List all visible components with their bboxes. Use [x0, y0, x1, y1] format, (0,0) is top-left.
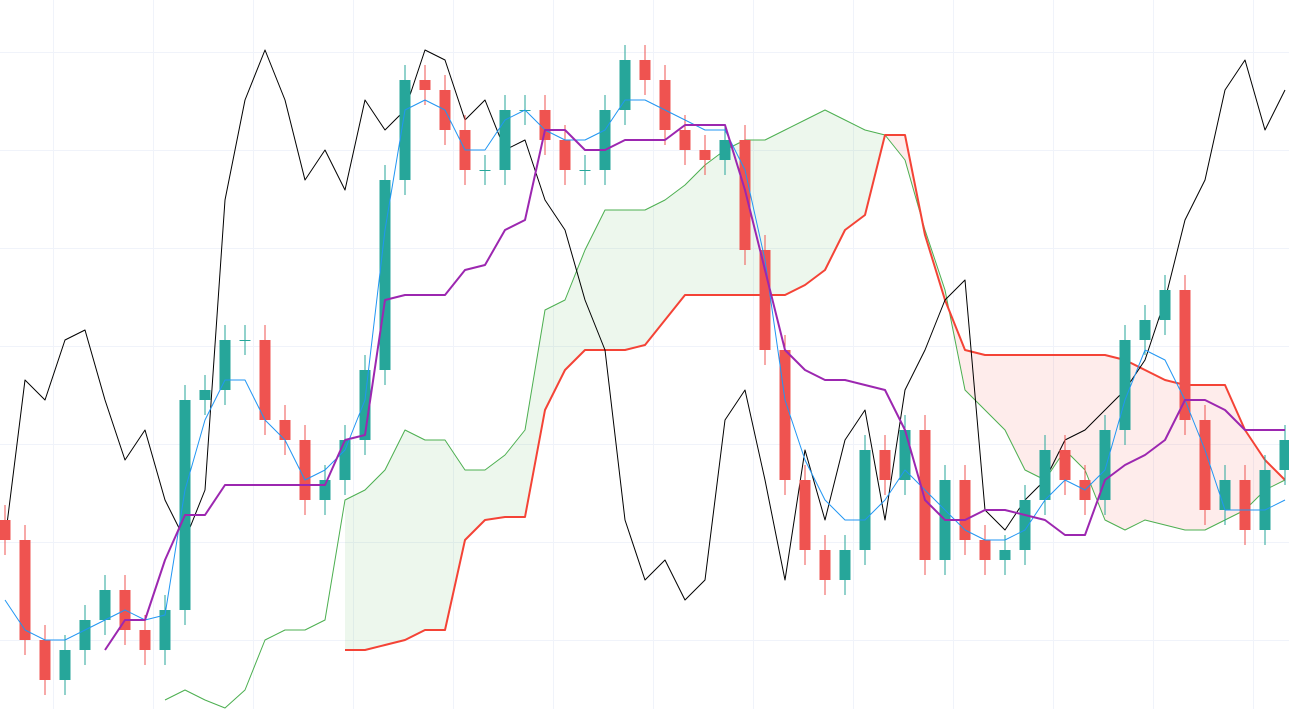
- cloud-fill: [605, 210, 625, 350]
- candle-body: [1059, 450, 1071, 480]
- cloud-fill: [585, 210, 605, 350]
- cloud-fill: [365, 470, 385, 650]
- cloud-fill: [785, 120, 805, 295]
- candle-body: [1159, 290, 1171, 320]
- candle-body: [879, 450, 891, 480]
- candle-body: [1039, 450, 1051, 500]
- candle-body: [359, 370, 371, 440]
- candle-body: [339, 440, 351, 480]
- cloud-fill: [685, 165, 705, 295]
- candle-body: [899, 430, 911, 480]
- cloud-fill: [385, 430, 405, 645]
- candle-body: [839, 550, 851, 580]
- candle-body: [59, 650, 71, 680]
- cloud-fill: [405, 430, 425, 640]
- candle-body: [399, 80, 411, 180]
- candle-body: [259, 340, 271, 420]
- candle-body: [199, 390, 211, 400]
- cloud-fill: [445, 440, 465, 630]
- cloud-fill: [625, 210, 645, 350]
- cloud-fill: [1025, 355, 1045, 480]
- candle-body: [39, 640, 51, 680]
- indicator-line: [4, 49, 1286, 601]
- candle-body: [179, 400, 191, 610]
- candle-body: [1279, 440, 1289, 470]
- candle-body: [559, 140, 571, 170]
- candle-body: [139, 630, 151, 650]
- candle-body: [1239, 480, 1251, 530]
- cloud-fill: [985, 355, 1005, 430]
- candle-body: [1139, 320, 1151, 340]
- candle-body: [99, 590, 111, 620]
- candle-body: [159, 610, 171, 650]
- candle-body: [239, 340, 251, 341]
- cloud-fill: [525, 310, 545, 517]
- candle-body: [659, 80, 671, 130]
- cloud-fill: [505, 430, 525, 517]
- candle-body: [859, 450, 871, 550]
- candle-body: [79, 620, 91, 650]
- candle-body: [1259, 470, 1271, 530]
- candle-body: [539, 110, 551, 140]
- cloud-fill: [965, 350, 985, 410]
- candle-body: [419, 80, 431, 90]
- candle-body: [479, 170, 491, 171]
- candle-body: [919, 430, 931, 560]
- candle-body: [279, 420, 291, 440]
- candle-body: [779, 350, 791, 480]
- candle-body: [959, 480, 971, 540]
- candle-body: [619, 60, 631, 110]
- candle-body: [719, 140, 731, 160]
- candle-body: [299, 440, 311, 500]
- cloud-fill: [425, 440, 445, 630]
- candle-body: [679, 130, 691, 150]
- candle-body: [979, 540, 991, 560]
- cloud-fill: [465, 470, 485, 540]
- indicator-line: [104, 124, 1285, 651]
- candle-body: [599, 110, 611, 170]
- cloud-fill: [1045, 355, 1065, 480]
- cloud-fill: [345, 490, 365, 650]
- cloud-fill: [545, 300, 565, 410]
- candle-body: [799, 480, 811, 550]
- cloud-fill: [705, 150, 725, 295]
- candle-body: [1119, 340, 1131, 430]
- candle-body: [1199, 420, 1211, 510]
- candle-body: [579, 170, 591, 171]
- cloud-fill: [1065, 355, 1085, 470]
- indicator-line: [4, 99, 1286, 641]
- candle-body: [759, 250, 771, 350]
- candle-body: [0, 520, 11, 540]
- cloud-fill: [485, 455, 505, 520]
- candle-body: [1099, 430, 1111, 500]
- candle-body: [739, 140, 751, 250]
- candle-body: [1019, 500, 1031, 550]
- candle-body: [1219, 480, 1231, 510]
- cloud-fill: [565, 250, 585, 370]
- candle-body: [699, 150, 711, 160]
- candle-body: [319, 480, 331, 500]
- cloud-fill: [665, 185, 685, 320]
- cloud-fill: [1005, 355, 1025, 470]
- candle-body: [1179, 290, 1191, 420]
- cloud-fill: [805, 110, 825, 285]
- cloud-fill: [645, 200, 665, 345]
- cloud-fill: [845, 120, 865, 230]
- candle-body: [379, 180, 391, 370]
- candle-body: [219, 340, 231, 390]
- candle-body: [999, 550, 1011, 560]
- candle-body: [639, 60, 651, 80]
- candle-body: [499, 110, 511, 170]
- cloud-fill: [825, 110, 845, 270]
- candle-body: [819, 550, 831, 580]
- candle-body: [19, 540, 31, 640]
